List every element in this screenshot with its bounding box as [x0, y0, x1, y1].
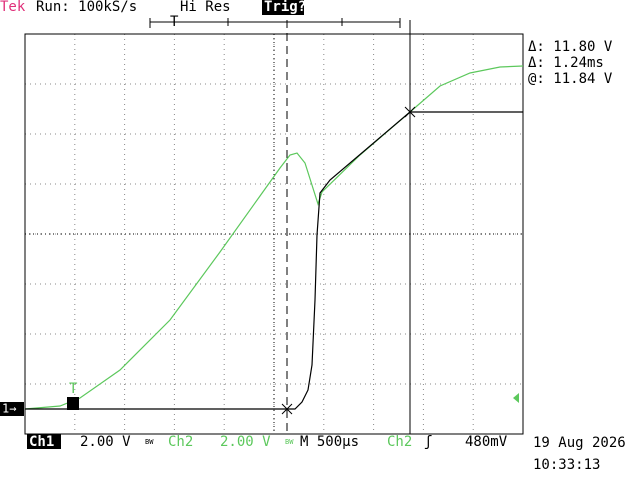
ch1-ground-marker: 1→ — [2, 402, 16, 416]
readout: Δ: 1.24ms — [528, 55, 604, 71]
date: 19 Aug 2026 — [533, 435, 626, 451]
bandwidth-2: BW — [285, 438, 294, 446]
t-box — [67, 397, 79, 410]
ch1-scale: 2.00 V — [80, 434, 131, 450]
record-bracket — [149, 18, 401, 28]
readout: @: 11.84 V — [528, 71, 613, 87]
trigger-level-marker: T — [69, 381, 78, 397]
trig-box — [262, 0, 304, 15]
ch2-label: Ch2 — [168, 434, 193, 450]
header: Tek Run: 100kS/s Hi Res Trig? T — [0, 0, 401, 30]
ch1-ground-box — [0, 402, 24, 416]
acquisition: Run: 100kS/s — [36, 0, 137, 15]
cursor-readout: Δ: 11.80 V Δ: 1.24ms @: 11.84 V — [528, 39, 613, 87]
ch1-label: Ch1 — [29, 434, 54, 450]
ch2-scale: 2.00 V — [220, 434, 271, 450]
mode: Hi Res — [180, 0, 231, 15]
timebase: M 500µs — [300, 434, 359, 450]
trigger-slope: ʃ — [424, 434, 432, 450]
ch2-waveform — [24, 65, 524, 410]
readout: Δ: 11.80 V — [528, 39, 613, 55]
trigger-level: 480mV — [465, 434, 508, 450]
trig-status: Trig? — [264, 0, 306, 15]
trigger-source: Ch2 — [387, 434, 412, 450]
ch1-waveform — [25, 111, 523, 410]
brand: Tek — [0, 0, 26, 15]
bandwidth: BW — [145, 438, 154, 446]
ch2-trigger-arrow — [513, 393, 519, 403]
status-bar: Ch1 2.00 V BW Ch2 2.00 V BW M 500µs Ch2 … — [27, 434, 626, 473]
cursor-cross — [281, 106, 416, 415]
time: 10:33:13 — [533, 457, 600, 473]
ch1-box — [27, 434, 61, 449]
trigger-position: T — [170, 14, 179, 30]
